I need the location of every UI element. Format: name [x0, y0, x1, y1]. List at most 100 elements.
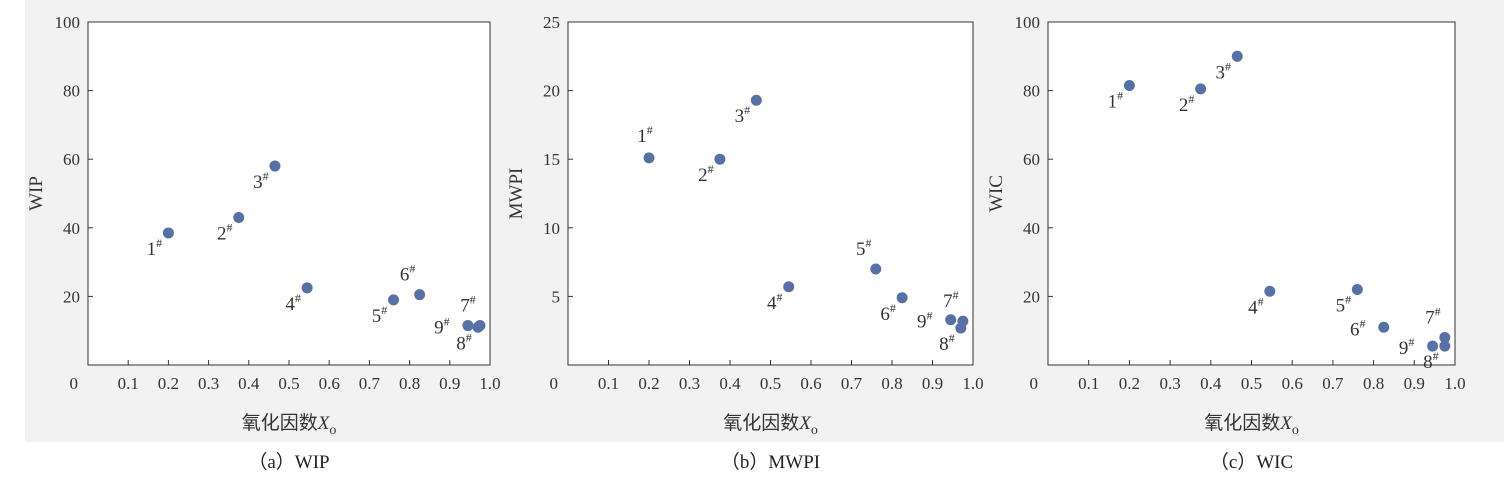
point-label-mark: # — [744, 103, 750, 117]
y-tick-label: 40 — [63, 219, 80, 238]
point-label-number: 9 — [917, 312, 927, 333]
data-point — [1231, 50, 1243, 62]
point-label-number: 5 — [856, 239, 866, 260]
x-tick-label: 0.1 — [118, 374, 139, 393]
point-label-mark: # — [926, 309, 932, 323]
data-point — [643, 152, 655, 164]
point-label-mark: # — [1258, 294, 1264, 308]
point-label-number: 6 — [880, 304, 890, 325]
x-axis-label: 氧化因数Xo — [1204, 412, 1299, 438]
y-tick-label: 20 — [63, 287, 80, 306]
point-label: 2# — [1179, 92, 1195, 116]
point-label-number: 4 — [767, 293, 777, 314]
point-label: 1# — [1108, 88, 1124, 112]
point-label-mark: # — [776, 290, 782, 304]
point-label-number: 6 — [1350, 319, 1360, 340]
point-label: 9# — [434, 315, 450, 339]
y-tick-label: 100 — [55, 13, 81, 32]
point-label-mark: # — [409, 262, 415, 276]
point-label-mark: # — [1408, 335, 1414, 349]
plot-area — [567, 21, 974, 366]
data-point — [1378, 321, 1390, 333]
point-label-number: 7 — [943, 291, 953, 312]
x-axis-label-var: X — [798, 413, 812, 434]
x-tick-label: 0.9 — [1404, 374, 1425, 393]
y-tick-label: 5 — [552, 287, 561, 306]
x-tick-label: 0.2 — [1119, 374, 1140, 393]
x-tick-label: 0.7 — [1322, 374, 1344, 393]
origin-label: 0 — [550, 374, 559, 393]
point-label-mark: # — [1435, 305, 1441, 319]
x-tick-label: 1.0 — [1444, 374, 1465, 393]
data-point — [233, 212, 245, 224]
point-label: 8# — [456, 330, 472, 354]
point-label-number: 1 — [1108, 91, 1118, 112]
point-label-mark: # — [227, 221, 233, 235]
x-tick-label: 0.5 — [1241, 374, 1262, 393]
data-point — [1439, 340, 1451, 352]
x-axis-label-var: X — [317, 413, 331, 434]
point-label-mark: # — [1225, 59, 1231, 73]
point-label: 7# — [1425, 305, 1441, 329]
point-label-mark: # — [647, 123, 653, 137]
point-label: 5# — [856, 236, 872, 260]
point-label-number: 8 — [939, 334, 949, 355]
point-label-number: 3 — [735, 106, 745, 127]
plot-area — [1047, 21, 1456, 366]
point-label-mark: # — [708, 162, 714, 176]
x-tick-label: 0.5 — [760, 374, 781, 393]
y-tick-label: 20 — [543, 82, 560, 101]
point-label-mark: # — [466, 330, 472, 344]
y-tick-label: 25 — [543, 13, 560, 32]
point-label-number: 5 — [372, 306, 382, 327]
x-tick-label: 0.6 — [1282, 374, 1303, 393]
data-point — [896, 292, 908, 304]
x-tick-label: 0.4 — [238, 374, 260, 393]
point-label-number: 2 — [217, 224, 227, 245]
point-label-number: 3 — [253, 172, 263, 193]
plot-area — [87, 21, 491, 366]
panel-caption: （b）MWPI — [721, 451, 820, 473]
y-tick-label: 20 — [1023, 287, 1040, 306]
point-label: 7# — [943, 288, 959, 312]
point-label-mark: # — [444, 315, 450, 329]
chart-panel-1: 0.1 0.2 0.3 0.4 0.5 0.6 0.7 0.8 0.9 1.02040608010… — [26, 13, 501, 473]
point-label-mark: # — [866, 236, 872, 250]
x-tick-label: 0.2 — [638, 374, 659, 393]
data-point — [301, 282, 313, 294]
y-tick-label: 10 — [543, 219, 560, 238]
x-tick-label: 0.5 — [278, 374, 299, 393]
point-label: 6# — [1350, 316, 1366, 340]
point-label: 4# — [285, 291, 301, 315]
y-axis-label: WIC — [986, 175, 1007, 212]
point-label: 8# — [939, 331, 955, 355]
point-label-mark: # — [949, 331, 955, 345]
point-label-number: 9 — [1399, 338, 1409, 359]
y-tick-label: 100 — [1015, 13, 1041, 32]
point-label-number: 4 — [285, 294, 295, 315]
point-label: 8# — [1423, 349, 1439, 373]
point-label: 6# — [400, 262, 416, 286]
point-label: 3# — [1216, 59, 1232, 83]
x-tick-label: 0.4 — [719, 374, 741, 393]
point-label-number: 7 — [460, 296, 470, 317]
x-tick-label: 0.6 — [800, 374, 821, 393]
point-label: 9# — [917, 309, 933, 333]
point-label-number: 4 — [1248, 297, 1258, 318]
point-label-mark: # — [381, 303, 387, 317]
x-tick-label: 0.3 — [679, 374, 700, 393]
data-point — [955, 322, 967, 334]
x-axis-label-sub: o — [811, 423, 818, 438]
x-tick-label: 0.4 — [1200, 374, 1222, 393]
x-tick-label: 0.2 — [158, 374, 179, 393]
point-label-mark: # — [1188, 92, 1194, 106]
point-label: 7# — [460, 293, 476, 317]
point-label: 6# — [880, 301, 896, 325]
data-point — [162, 227, 174, 239]
point-label: 9# — [1399, 335, 1415, 359]
x-tick-label: 0.8 — [399, 374, 420, 393]
data-point — [1439, 332, 1451, 344]
point-label: 1# — [637, 123, 653, 147]
point-label-mark: # — [295, 291, 301, 305]
point-label-number: 3 — [1216, 62, 1226, 83]
